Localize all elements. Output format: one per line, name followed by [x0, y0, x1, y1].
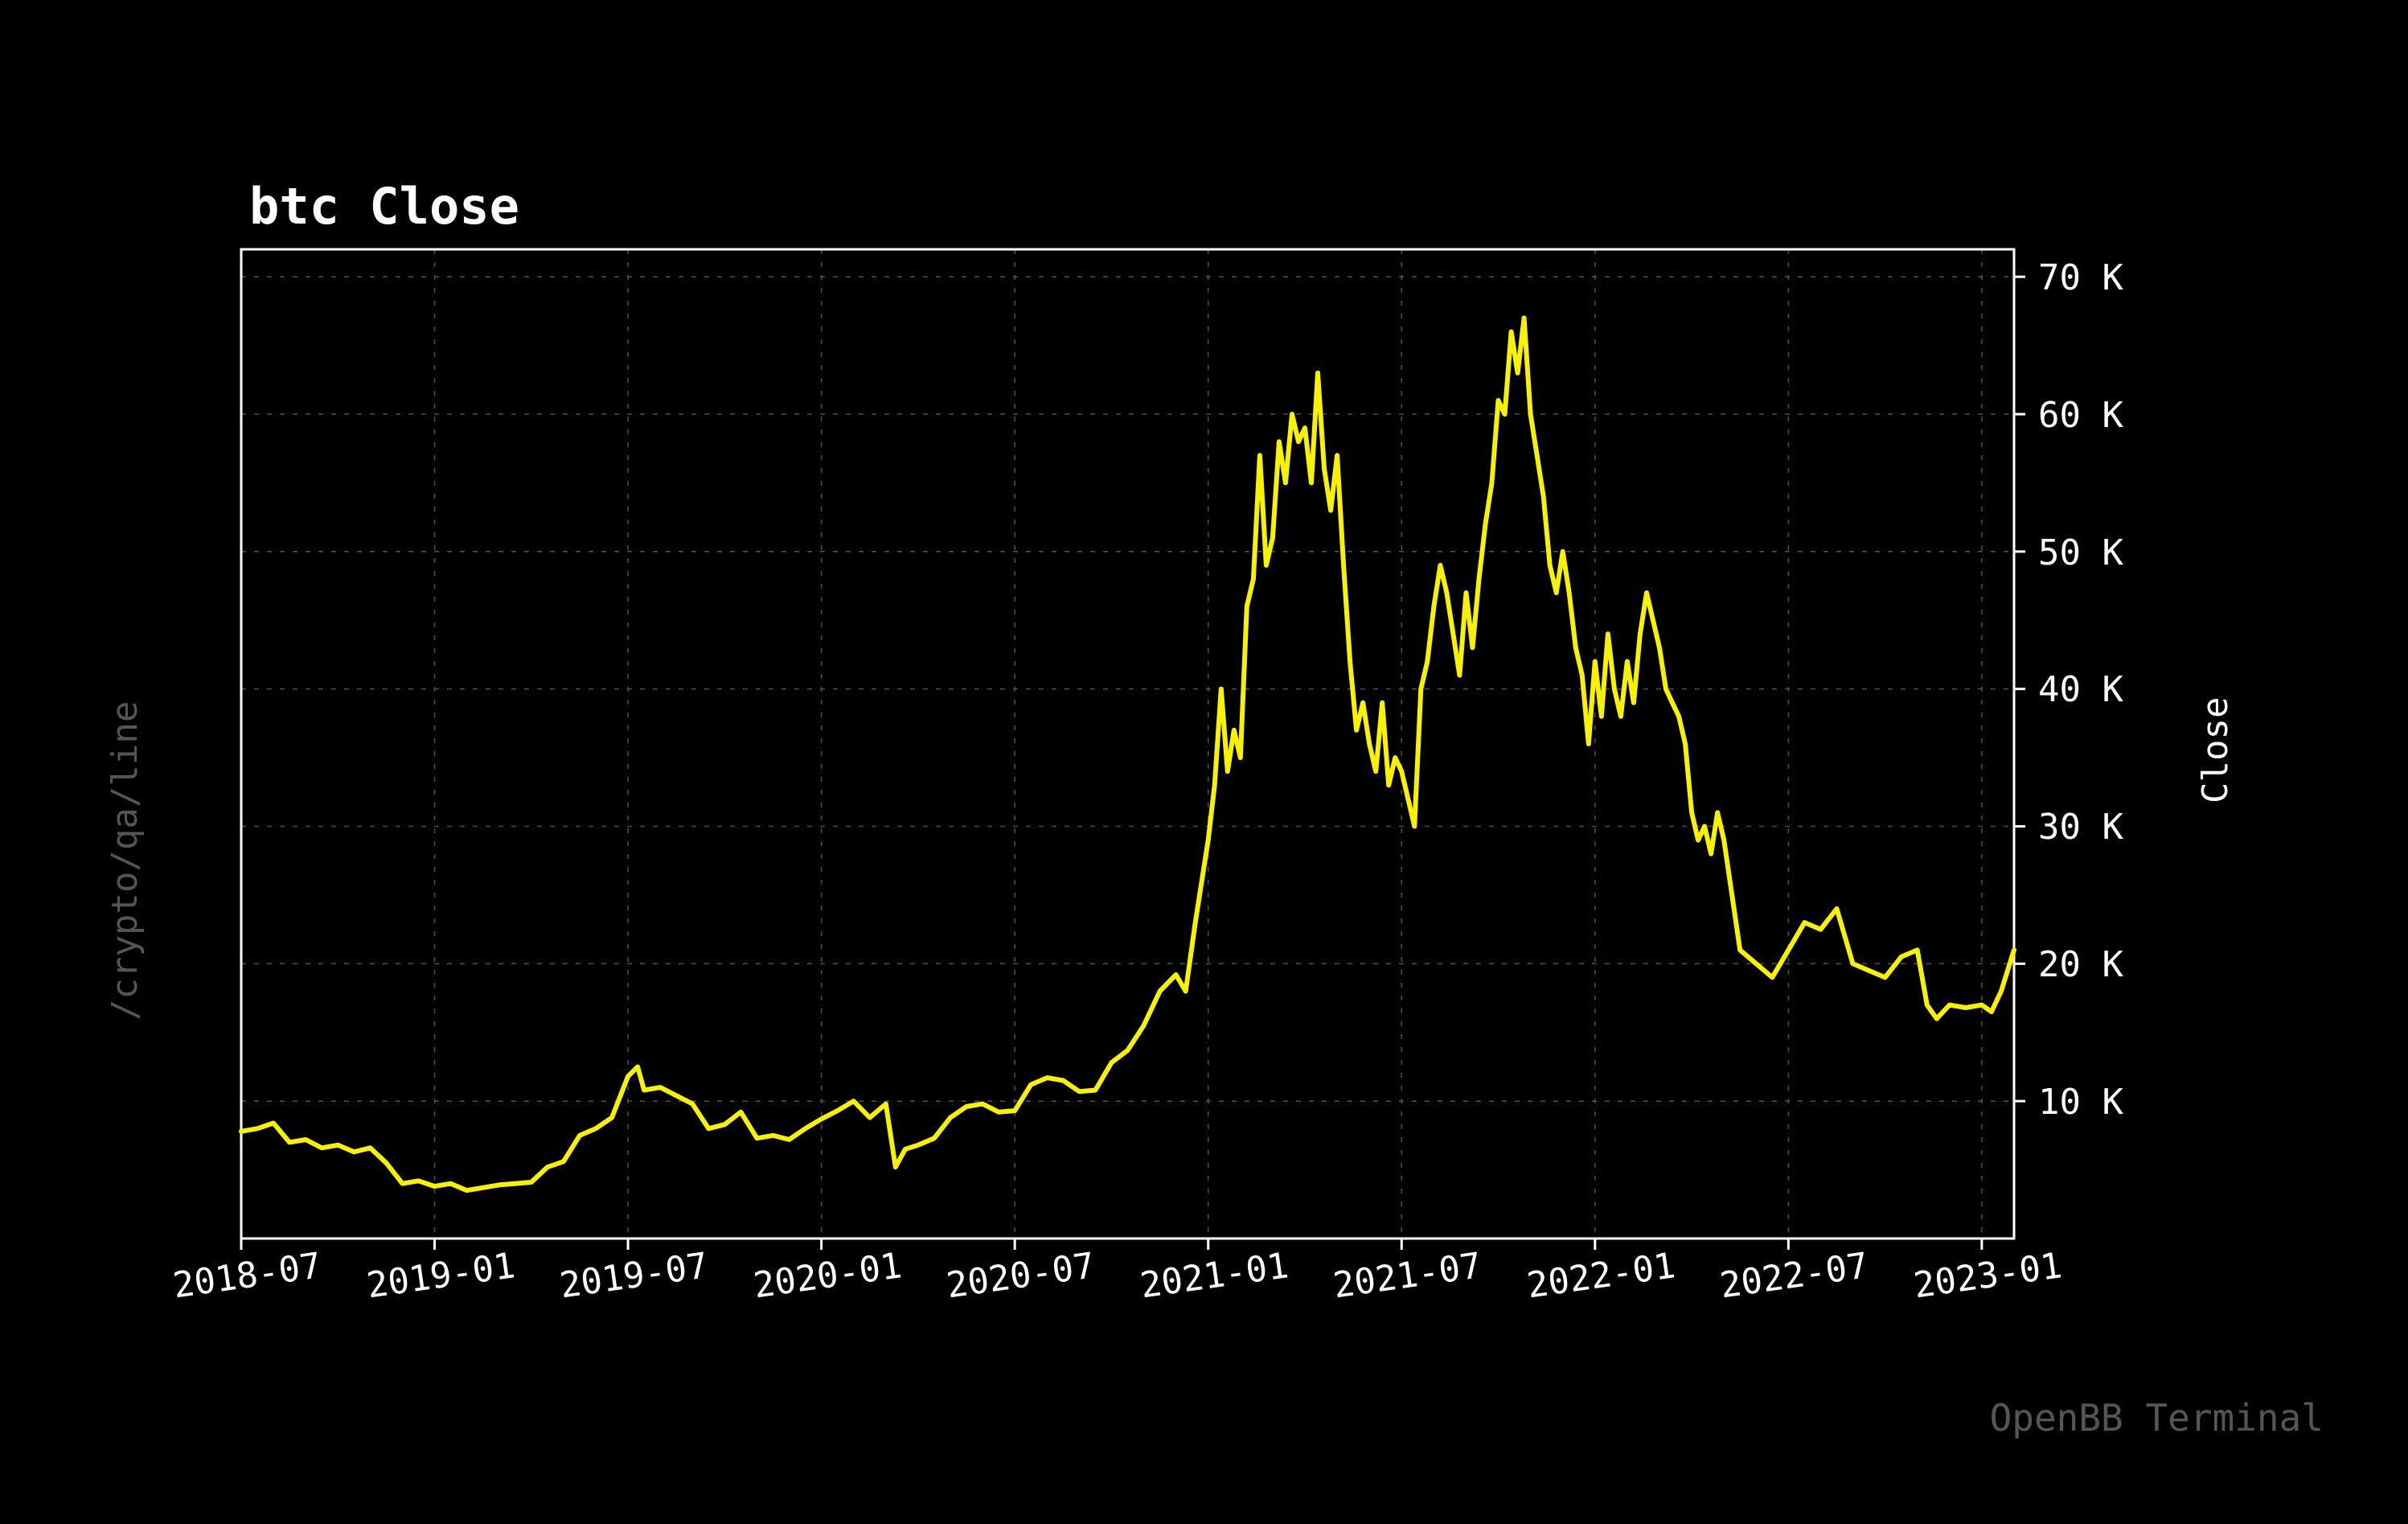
x-tick-label: 2020-07 [944, 1245, 1097, 1306]
y-tick-label: 40 K [2038, 669, 2123, 710]
x-tick-label: 2019-07 [557, 1245, 711, 1306]
x-tick-label: 2021-07 [1331, 1245, 1484, 1306]
terminal-frame: btc Close /crypto/qa/line Close 10 K 20 K… [40, 40, 2368, 1484]
chart-title: btc Close [249, 177, 519, 236]
branding-label: OpenBB Terminal [1990, 1396, 2324, 1440]
y-tick-label: 70 K [2038, 257, 2123, 298]
y-tick-label: 30 K [2038, 807, 2123, 848]
x-tick-label: 2018-07 [170, 1245, 324, 1306]
y-tick-label: 20 K [2038, 944, 2123, 985]
command-path-label: /crypto/qa/line [105, 701, 146, 1021]
x-tick-label: 2022-01 [1524, 1245, 1678, 1306]
y-axis-label: Close [2195, 696, 2236, 803]
x-tick-label: 2019-01 [364, 1245, 518, 1306]
y-tick-label: 60 K [2038, 395, 2123, 436]
x-tick-label: 2022-07 [1717, 1245, 1871, 1306]
chart-container: btc Close /crypto/qa/line Close 10 K 20 K… [40, 40, 2368, 1484]
x-tick-label: 2021-01 [1138, 1245, 1291, 1306]
y-tick-label: 10 K [2038, 1082, 2123, 1123]
x-tick-label: 2020-01 [751, 1245, 905, 1306]
x-tick-label: 2023-01 [1911, 1245, 2065, 1306]
y-tick-label: 50 K [2038, 532, 2123, 573]
line-chart [241, 249, 2014, 1239]
